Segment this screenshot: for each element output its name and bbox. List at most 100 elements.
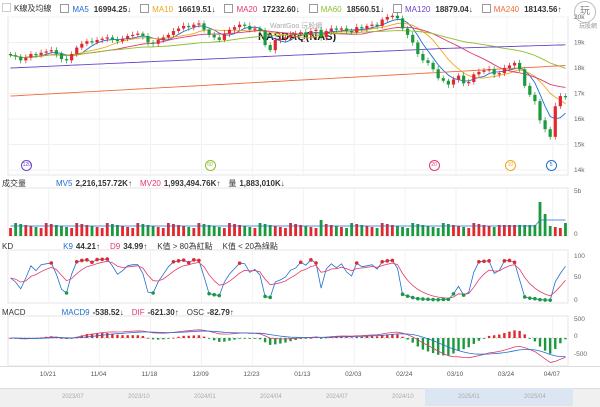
legend-item-0[interactable]: K線及均線 xyxy=(2,3,54,14)
kd-green-dot xyxy=(451,292,456,296)
legend-checkbox[interactable] xyxy=(224,3,234,13)
candle-body xyxy=(533,94,537,102)
volume-bar xyxy=(314,228,318,236)
volume-bar xyxy=(385,224,389,236)
mv5-label: MV5 xyxy=(56,179,73,188)
volume-bar xyxy=(411,223,415,236)
volume-bar xyxy=(182,226,186,236)
volume-bar xyxy=(222,228,226,236)
osc-bar xyxy=(411,338,414,343)
osc-bar xyxy=(60,337,63,339)
osc-bar xyxy=(472,338,476,344)
candle-body xyxy=(44,51,48,53)
candle-body xyxy=(385,17,389,20)
date-tick: 10/21 xyxy=(39,371,56,378)
legend-item-3[interactable]: MA20 17232.60↓ xyxy=(224,3,302,14)
ma-marker-120: 120 xyxy=(21,160,33,171)
candle-body xyxy=(49,50,53,52)
volume-bar xyxy=(136,223,140,236)
kd-green-dot xyxy=(263,294,267,299)
volume-bar xyxy=(350,223,354,236)
osc-bar xyxy=(223,338,226,342)
osc-bar xyxy=(416,338,420,347)
legend-item-2[interactable]: MA10 16619.51↓ xyxy=(140,3,218,14)
volume-bar xyxy=(299,225,303,236)
candle-body xyxy=(90,41,94,43)
legend-checkbox[interactable] xyxy=(308,3,318,13)
volume-bar xyxy=(329,225,333,236)
volume-bar xyxy=(39,228,43,236)
kd-green-dot xyxy=(400,292,405,297)
volume-bar xyxy=(192,228,196,236)
legend-item-1[interactable]: MA5 16994.25↓ xyxy=(60,3,134,14)
osc-bar xyxy=(508,331,511,338)
legend-label: MA120 xyxy=(405,4,431,14)
kd-green-dot xyxy=(461,293,466,297)
candle-body xyxy=(406,28,410,35)
candle-body xyxy=(156,39,160,44)
d-line xyxy=(10,260,566,299)
volume-legend: 成交量 MV5 2,216,157.72K↑ MV20 1,993,494.76… xyxy=(2,178,600,189)
range-selection[interactable] xyxy=(425,388,573,406)
legend-checkbox[interactable] xyxy=(60,3,70,13)
candle-body xyxy=(232,27,237,30)
candle-body xyxy=(548,129,552,137)
kd-red-dot xyxy=(181,258,186,262)
volume-bar xyxy=(345,228,348,236)
legend-checkbox[interactable] xyxy=(2,3,11,12)
candle-body xyxy=(212,34,216,38)
macd9-label: MACD9 xyxy=(61,308,90,317)
candle-body xyxy=(75,47,79,54)
osc-bar xyxy=(559,338,562,344)
kd-tick: 0 xyxy=(574,297,578,304)
candle-body xyxy=(329,28,333,32)
volume-bar xyxy=(131,228,135,236)
volume-bar xyxy=(217,227,221,236)
osc-bar xyxy=(528,338,532,339)
osc-bar xyxy=(406,338,409,340)
candle-body xyxy=(39,52,43,56)
legend-item-6[interactable]: MA240 18143.56↑ xyxy=(481,3,565,14)
candle-body xyxy=(80,43,84,48)
osc-bar xyxy=(207,338,211,339)
volume-bar xyxy=(253,228,257,236)
ma-marker-10: 10 xyxy=(504,160,516,171)
legend-label: MA240 xyxy=(493,4,520,14)
legend-checkbox[interactable] xyxy=(481,3,491,13)
candle-body xyxy=(395,15,400,19)
main-legend: K線及均線 MA5 16994.25↓ MA10 16619.51↓ MA20 17232.… xyxy=(2,3,600,14)
candle-body xyxy=(288,34,293,38)
dif-line xyxy=(10,329,566,363)
legend-checkbox[interactable] xyxy=(393,3,403,13)
kd-tick: 50 xyxy=(574,274,582,281)
osc-bar xyxy=(355,336,358,338)
osc-bar xyxy=(426,338,430,352)
candle-body xyxy=(319,29,323,38)
legend-item-5[interactable]: MA120 18879.04↓ xyxy=(393,3,476,14)
date-tick: 11/18 xyxy=(141,371,158,378)
osc-bar xyxy=(498,334,501,338)
volume-bar xyxy=(416,224,420,236)
kd-green-dot xyxy=(416,296,420,301)
kd-red-dot xyxy=(90,260,94,265)
volume-bar xyxy=(166,223,170,236)
candle-body xyxy=(100,38,104,40)
volume-bar xyxy=(492,227,496,236)
osc-bar xyxy=(177,336,180,338)
candle-body xyxy=(171,31,176,35)
osc-bar xyxy=(106,333,109,338)
candle-body xyxy=(151,42,155,44)
osc-bar xyxy=(421,338,425,350)
osc-bar xyxy=(162,338,165,340)
osc-bar xyxy=(192,335,196,338)
volume-bar xyxy=(65,227,68,236)
osc-bar xyxy=(156,338,160,340)
legend-checkbox[interactable] xyxy=(140,3,150,13)
legend-item-4[interactable]: MA60 18560.51↓ xyxy=(308,3,387,14)
d-label: D9 xyxy=(109,242,121,251)
kd-tick: 100 xyxy=(574,253,585,260)
kd-red-dot xyxy=(176,259,181,263)
osc-bar xyxy=(151,338,155,340)
candle-body xyxy=(131,34,135,37)
volume-bar xyxy=(340,227,343,236)
